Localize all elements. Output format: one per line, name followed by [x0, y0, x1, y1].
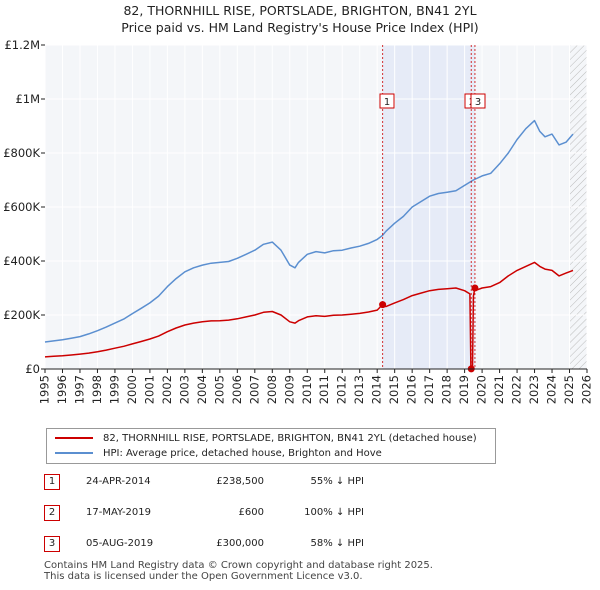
x-tick-label: 2016 [405, 375, 419, 404]
x-tick-label: 1999 [107, 375, 121, 404]
x-tick-label: 2010 [300, 375, 314, 404]
x-tick-label: 2003 [177, 375, 191, 404]
sale-price: £300,000 [216, 538, 264, 549]
x-tick-label: 1998 [90, 375, 104, 404]
legend-label-hpi: HPI: Average price, detached house, Brig… [103, 448, 382, 459]
sale-label-text: 1 [384, 97, 390, 108]
y-tick-label: £800K [3, 146, 40, 160]
x-tick-label: 2026 [580, 375, 594, 404]
legend-item-property: 82, THORNHILL RISE, PORTSLADE, BRIGHTON,… [55, 431, 477, 446]
sale-date: 24-APR-2014 [86, 476, 151, 487]
sale-date: 05-AUG-2019 [86, 538, 154, 549]
sale-label-text: 3 [475, 97, 481, 108]
x-tick-label: 2008 [265, 375, 279, 404]
x-tick-label: 2014 [370, 375, 384, 404]
x-tick-label: 2022 [510, 375, 524, 404]
x-tick-label: 2013 [352, 375, 366, 404]
x-tick-label: 2006 [230, 375, 244, 404]
x-tick-label: 2018 [440, 375, 454, 404]
y-tick-label: £1M [15, 92, 40, 106]
sale-label-box [470, 93, 486, 109]
series-lines [44, 119, 574, 370]
sale-number-badge: 2 [44, 505, 60, 521]
y-tick-label: £600K [3, 200, 40, 214]
x-tick-label: 2021 [492, 375, 506, 404]
sale-price: £600 [238, 507, 264, 518]
sale-price: £238,500 [216, 476, 264, 487]
legend-swatch-hpi [55, 452, 93, 454]
sale-point [471, 284, 479, 292]
x-tick-label: 1995 [38, 375, 52, 404]
sale-label-box [379, 93, 395, 109]
footer-line-2: This data is licensed under the Open Gov… [44, 571, 363, 582]
x-tick-label: 2000 [125, 375, 139, 404]
x-tick-label: 2012 [335, 375, 349, 404]
sale-row: 2 17-MAY-2019 £600 100% ↓ HPI [44, 505, 404, 523]
sale-number-badge: 3 [44, 536, 60, 552]
series-line [44, 119, 574, 343]
x-tick-label: 2011 [317, 375, 331, 404]
sale-date: 17-MAY-2019 [86, 507, 152, 518]
x-tick-label: 2019 [457, 375, 471, 404]
x-tick-label: 1997 [72, 375, 86, 404]
sale-hpi-diff: 58% ↓ HPI [310, 538, 364, 549]
series-line [44, 261, 574, 370]
legend: 82, THORNHILL RISE, PORTSLADE, BRIGHTON,… [46, 428, 496, 464]
title-line-1: 82, THORNHILL RISE, PORTSLADE, BRIGHTON,… [123, 3, 477, 18]
sale-row: 1 24-APR-2014 £238,500 55% ↓ HPI [44, 474, 404, 492]
x-tick-label: 2004 [195, 375, 209, 404]
y-tick-label: £400K [3, 254, 40, 268]
x-tick-label: 2005 [212, 375, 226, 404]
y-tick-label: £1.2M [4, 38, 40, 52]
x-tick-label: 2015 [387, 375, 401, 404]
legend-label-property: 82, THORNHILL RISE, PORTSLADE, BRIGHTON,… [103, 433, 477, 444]
x-tick-label: 2024 [545, 375, 559, 404]
x-tick-label: 2007 [247, 375, 261, 404]
legend-item-hpi: HPI: Average price, detached house, Brig… [55, 446, 382, 461]
x-tick-label: 1996 [55, 375, 69, 404]
x-tick-label: 2020 [475, 375, 489, 404]
chart-title: 82, THORNHILL RISE, PORTSLADE, BRIGHTON,… [0, 2, 600, 36]
sale-row: 3 05-AUG-2019 £300,000 58% ↓ HPI [44, 536, 404, 554]
y-tick-label: £0 [25, 362, 40, 376]
y-tick-label: £200K [3, 308, 40, 322]
x-tick-label: 2009 [282, 375, 296, 404]
x-tick-label: 2002 [160, 375, 174, 404]
x-tick-label: 2017 [422, 375, 436, 404]
sale-hpi-diff: 55% ↓ HPI [310, 476, 364, 487]
x-tick-label: 2025 [562, 375, 576, 404]
x-tick-label: 2023 [527, 375, 541, 404]
legend-swatch-property [55, 437, 93, 439]
sale-number-badge: 1 [44, 474, 60, 490]
price-chart: 123 £0£200K£400K£600K£800K£1M£1.2M199519… [3, 38, 593, 404]
sale-point [379, 301, 387, 309]
footer-attribution: Contains HM Land Registry data © Crown c… [44, 560, 433, 582]
title-line-2: Price paid vs. HM Land Registry's House … [121, 20, 479, 35]
sale-hpi-diff: 100% ↓ HPI [304, 507, 364, 518]
x-tick-label: 2001 [142, 375, 156, 404]
footer-line-1: Contains HM Land Registry data © Crown c… [44, 560, 433, 571]
